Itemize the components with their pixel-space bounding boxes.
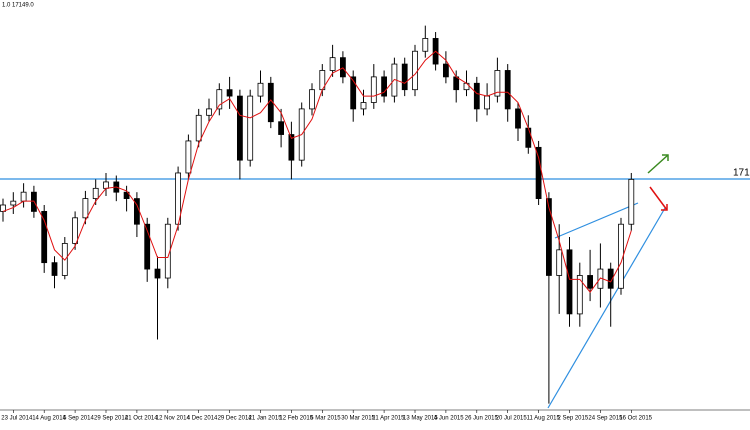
x-tick-label: 14 Aug 2014: [32, 416, 66, 422]
candle-body: [257, 82, 264, 97]
x-tick-label: 16 Oct 2015: [619, 416, 652, 422]
candle-body: [370, 76, 377, 103]
candle-body: [226, 89, 233, 97]
candle-body: [576, 275, 583, 315]
candle-body: [607, 268, 614, 289]
x-tick-label: 23 Jul 2014: [1, 416, 33, 422]
candle-body: [103, 181, 109, 189]
candle-body: [144, 223, 151, 270]
candle-body: [566, 249, 573, 315]
candle-body: [556, 249, 563, 276]
candle-body: [123, 191, 130, 199]
candle-body: [453, 76, 460, 91]
candle-body: [484, 95, 491, 110]
candle-body: [422, 38, 429, 52]
x-tick-label: 4 Dec 2014: [187, 416, 218, 422]
candle-body: [381, 76, 388, 97]
x-tick-label: 29 Sep 2014: [94, 416, 129, 422]
candle-body: [350, 76, 357, 110]
top-label: 1.0 17149.0: [2, 3, 34, 9]
up-arrow-head: [662, 154, 669, 161]
x-tick-label: 21 Apr 2015: [372, 416, 405, 422]
candle-body: [82, 198, 89, 219]
candle-body: [546, 198, 552, 276]
trend-line: [554, 202, 639, 239]
candle-body: [360, 102, 367, 110]
candle-body: [92, 187, 99, 199]
candle-body: [247, 95, 254, 161]
candle-body: [185, 140, 192, 174]
moving-average: [2, 50, 632, 293]
x-tick-label: 12 Feb 2015: [279, 416, 313, 422]
candle-body: [473, 82, 480, 110]
x-tick-label: 12 Nov 2014: [156, 416, 191, 422]
x-tick-label: 11 Aug 2015: [527, 416, 561, 422]
candle-body: [51, 262, 58, 276]
x-tick-label: 20 Jul 2015: [496, 416, 528, 422]
x-tick-label: 21 Oct 2014: [125, 416, 158, 422]
candle-body: [10, 200, 17, 206]
candle-body: [339, 57, 346, 78]
candle-body: [206, 108, 212, 116]
x-tick-label: 24 Sep 2015: [588, 416, 623, 422]
level-label: 171: [733, 168, 750, 179]
candle-body: [628, 178, 635, 225]
x-tick-label: 5 Sep 2014: [63, 416, 94, 422]
candle-body: [494, 70, 501, 97]
candle-body: [525, 127, 532, 148]
candle-body: [587, 275, 593, 289]
candle-body: [216, 89, 223, 110]
candle-body: [442, 63, 449, 78]
candle-body: [504, 70, 511, 110]
down-arrow-head: [661, 204, 668, 211]
x-tick-label: 21 Jan 2015: [249, 416, 283, 422]
down-arrow: [649, 186, 668, 211]
candle-body: [401, 63, 408, 91]
x-tick-label: 30 Mar 2015: [341, 416, 375, 422]
up-arrow: [647, 154, 669, 174]
candle-body: [195, 114, 202, 142]
trend-line: [547, 207, 666, 409]
candle-body: [412, 50, 418, 91]
x-tick-label: 13 May 2015: [403, 416, 438, 422]
candle-body: [535, 146, 542, 199]
candle-body: [329, 57, 336, 71]
candle-body: [20, 191, 27, 202]
candle-body: [41, 211, 48, 264]
x-tick-label: 2 Sep 2015: [558, 416, 589, 422]
x-tick-label: 4 Jun 2015: [434, 416, 464, 422]
candle-body: [72, 217, 78, 244]
candle-body: [278, 121, 285, 135]
x-tick-label: 6 Mar 2015: [310, 416, 341, 422]
candle-body: [154, 268, 161, 279]
candle-body: [236, 95, 243, 161]
x-tick-label: 29 Dec 2014: [218, 416, 253, 422]
candle-body: [515, 108, 521, 129]
x-tick-label: 26 Jun 2015: [465, 416, 499, 422]
candle-body: [463, 82, 470, 91]
candle-body: [288, 134, 295, 161]
candle-body: [309, 89, 315, 110]
